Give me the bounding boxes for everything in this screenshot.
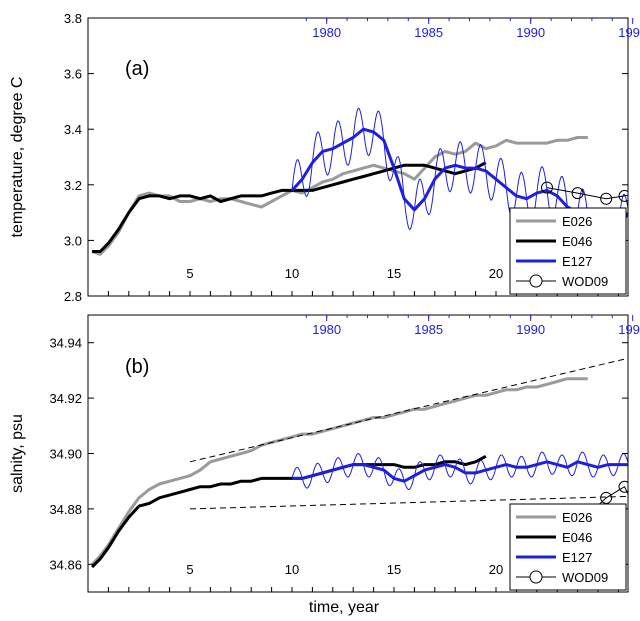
top-x-tick-label-a-2: 1990 <box>516 25 545 40</box>
wod09-marker-a-0 <box>541 181 553 194</box>
series-e046-line-a <box>92 161 487 253</box>
panel-label-a: (a) <box>125 58 149 80</box>
top-x-tick-label-b-0: 1980 <box>312 322 341 337</box>
y-tick-label-b-4: 34.94 <box>49 336 82 351</box>
legend-label-e046-a: E046 <box>562 234 592 249</box>
top-x-tick-label-b-1: 1985 <box>414 322 443 337</box>
series-wod09-line-a <box>546 187 628 200</box>
y-tick-label-a-1: 3.0 <box>64 233 82 248</box>
wod09-marker-b-1 <box>600 491 613 504</box>
plot-frame-a <box>87 17 629 297</box>
top-x-tick-label-b-2: 1990 <box>516 322 545 337</box>
legend-label-wod09-a: WOD09 <box>562 274 608 289</box>
y-tick-label-a-5: 3.8 <box>64 11 82 26</box>
y-tick-label-b-3: 34.92 <box>49 391 82 406</box>
trend-line-upper-trend <box>189 357 628 463</box>
x-tick-label-b-3: 20 <box>489 562 503 577</box>
y-tick-label-b-1: 34.88 <box>49 502 82 517</box>
legend-label-e127-a: E127 <box>562 254 592 269</box>
x-tick-label-b-2: 15 <box>387 562 401 577</box>
y-tick-label-a-0: 2.8 <box>64 289 82 304</box>
legend-label-e127-b: E127 <box>562 550 592 565</box>
legend-label-wod09-b: WOD09 <box>562 570 608 585</box>
x-tick-label-a-0: 5 <box>186 266 193 281</box>
y-tick-label-b-0: 34.86 <box>49 557 82 572</box>
top-x-tick-label-a-3: 1995 <box>618 25 640 40</box>
panel-label-b: (b) <box>125 356 149 378</box>
top-x-tick-label-a-0: 1980 <box>312 25 341 40</box>
plot-area-a <box>91 107 628 260</box>
x-tick-label-a-2: 15 <box>387 266 401 281</box>
legend-a: E026 E046 E127 WOD09 <box>509 207 627 295</box>
y-tick-label-a-2: 3.2 <box>64 178 82 193</box>
y-axis-title-a: temperature, degree C <box>9 77 26 238</box>
series-e127-monthly-line-b <box>291 451 628 490</box>
legend-b: E026 E046 E127 WOD09 <box>509 503 627 591</box>
y-tick-label-b-2: 34.90 <box>49 447 82 462</box>
x-tick-label-a-1: 10 <box>285 266 299 281</box>
legend-marker-wod09-b <box>529 570 543 584</box>
legend-label-e026-a: E026 <box>562 214 592 229</box>
series-e046-line-b <box>91 454 487 569</box>
y-tick-label-a-3: 3.4 <box>64 122 82 137</box>
legend-label-e046-b: E046 <box>562 530 592 545</box>
y-axis-title-b: salnity, psu <box>9 414 26 493</box>
wod09-marker-a-1 <box>571 187 584 200</box>
x-tick-label-b-1: 10 <box>285 562 299 577</box>
top-x-tick-label-a-1: 1985 <box>414 25 443 40</box>
legend-marker-wod09-a <box>529 274 543 288</box>
legend-label-e026-b: E026 <box>562 510 592 525</box>
top-x-tick-label-b-3: 1995 <box>618 322 640 337</box>
wod09-marker-a-3 <box>618 189 628 202</box>
x-tick-label-b-0: 5 <box>186 562 193 577</box>
wod09-marker-a-2 <box>600 192 613 205</box>
wod09-marker-b-2 <box>618 480 628 493</box>
x-axis-title: time, year <box>309 599 380 616</box>
panel-b-salinity: 34.8634.8834.9034.9234.94510152025198019… <box>9 314 640 593</box>
panel-a-temperature: 2.83.03.23.43.63.85101520251980198519901… <box>9 11 640 304</box>
series-e127-monthly-line-a <box>291 107 628 260</box>
plot-area-b <box>91 357 628 569</box>
x-tick-label-a-3: 20 <box>489 266 503 281</box>
y-tick-label-a-4: 3.6 <box>64 67 82 82</box>
